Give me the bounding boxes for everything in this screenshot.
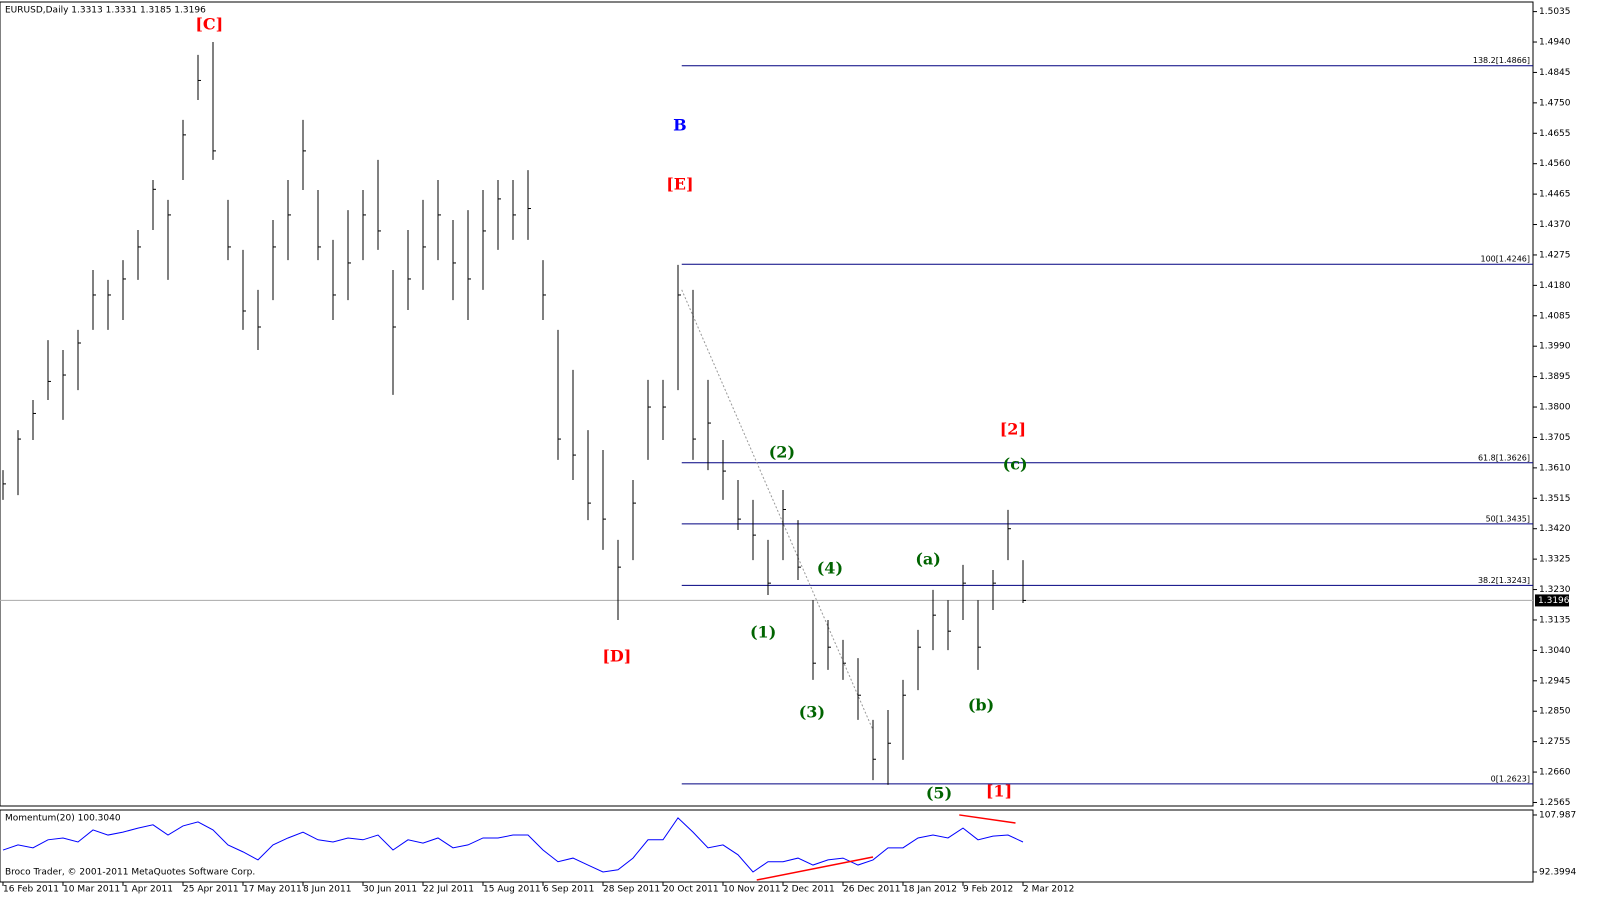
y-tick-label: 92.3994 xyxy=(1539,867,1576,877)
wave-label: [2] xyxy=(1000,420,1026,439)
divergence-line xyxy=(756,856,874,881)
wave-label: (4) xyxy=(817,559,843,578)
x-tick-label: 15 Aug 2011 xyxy=(483,885,541,895)
x-tick-label: 18 Jan 2012 xyxy=(903,885,957,895)
y-tick-label: 1.4750 xyxy=(1539,98,1571,108)
x-tick-label: 22 Jul 2011 xyxy=(423,885,474,895)
x-tick-label: 10 Nov 2011 xyxy=(723,885,781,895)
x-tick-label: 10 Mar 2011 xyxy=(63,885,120,895)
x-tick-label: 9 Feb 2012 xyxy=(963,885,1013,895)
y-tick-label: 1.2945 xyxy=(1539,676,1571,686)
fib-label: 138.2[1.4866] xyxy=(1473,56,1530,65)
wave-label: (b) xyxy=(968,696,994,715)
x-tick-label: 17 May 2011 xyxy=(243,885,302,895)
wave-label: [1] xyxy=(986,781,1012,800)
y-tick-label: 107.987 xyxy=(1539,810,1576,820)
y-tick-label: 1.2660 xyxy=(1539,768,1571,778)
x-tick-label: 26 Dec 2011 xyxy=(843,885,901,895)
fib-label: 100[1.4246] xyxy=(1480,255,1530,264)
momentum-line xyxy=(2,817,1024,873)
y-tick-label: 1.3705 xyxy=(1539,433,1571,443)
wave-label: (a) xyxy=(915,550,941,569)
last-price-label: 1.3196 xyxy=(1538,596,1570,606)
chart-title: EURUSD,Daily 1.3313 1.3331 1.3185 1.3196 xyxy=(5,6,206,16)
divergence-line xyxy=(959,814,1016,824)
y-tick-label: 1.5035 xyxy=(1539,7,1571,17)
y-tick-label: 1.4655 xyxy=(1539,129,1571,139)
price-frame xyxy=(0,1,1534,807)
y-tick-label: 1.3990 xyxy=(1539,342,1571,352)
fib-label: 61.8[1.3626] xyxy=(1478,453,1530,462)
trendline xyxy=(681,289,874,731)
y-tick-label: 1.3325 xyxy=(1539,555,1571,565)
x-tick-label: 2 Mar 2012 xyxy=(1023,885,1074,895)
y-tick-label: 1.2850 xyxy=(1539,707,1571,717)
wave-label: [C] xyxy=(195,15,223,34)
y-tick-label: 1.3515 xyxy=(1539,494,1571,504)
wave-label: (2) xyxy=(769,442,795,461)
y-tick-label: 1.4465 xyxy=(1539,190,1571,200)
x-tick-label: 20 Oct 2011 xyxy=(663,885,719,895)
y-tick-label: 1.3230 xyxy=(1539,585,1571,595)
y-tick-label: 1.4180 xyxy=(1539,281,1571,291)
y-tick-label: 1.4370 xyxy=(1539,220,1571,230)
indicator-title: Momentum(20) 100.3040 xyxy=(5,814,121,824)
y-tick-label: 1.2755 xyxy=(1539,737,1571,747)
wave-label: B xyxy=(673,115,687,134)
y-tick-label: 1.4940 xyxy=(1539,38,1571,48)
x-tick-label: 25 Apr 2011 xyxy=(183,885,239,895)
y-tick-label: 1.3895 xyxy=(1539,372,1571,382)
y-tick-label: 1.3135 xyxy=(1539,615,1571,625)
x-tick-label: 30 Jun 2011 xyxy=(363,885,417,895)
momentum-frame xyxy=(0,809,1534,883)
y-tick-label: 1.3800 xyxy=(1539,403,1571,413)
x-tick-label: 8 Jun 2011 xyxy=(303,885,351,895)
footer: Broco Trader, © 2001-2011 MetaQuotes Sof… xyxy=(5,868,255,878)
y-tick-label: 1.3610 xyxy=(1539,463,1571,473)
y-tick-label: 1.4560 xyxy=(1539,159,1571,169)
x-tick-label: 6 Sep 2011 xyxy=(543,885,594,895)
y-tick-label: 1.3040 xyxy=(1539,646,1571,656)
wave-label: (5) xyxy=(926,783,952,802)
fib-label: 38.2[1.3243] xyxy=(1478,576,1530,585)
wave-label: (c) xyxy=(1003,454,1028,473)
y-tick-label: 1.2565 xyxy=(1539,798,1571,808)
y-tick-label: 1.4085 xyxy=(1539,311,1571,321)
wave-label: (1) xyxy=(750,623,776,642)
wave-label: [E] xyxy=(666,175,693,194)
wave-label: [D] xyxy=(602,647,631,666)
wave-label: (3) xyxy=(799,702,825,721)
y-tick-label: 1.3420 xyxy=(1539,524,1571,534)
x-tick-label: 2 Dec 2011 xyxy=(783,885,835,895)
x-tick-label: 1 Apr 2011 xyxy=(123,885,173,895)
fib-label: 0[1.2623] xyxy=(1491,774,1530,783)
x-tick-label: 16 Feb 2011 xyxy=(3,885,59,895)
last-price-box xyxy=(1535,594,1569,607)
x-tick-label: 28 Sep 2011 xyxy=(603,885,660,895)
y-tick-label: 1.4275 xyxy=(1539,250,1571,260)
y-tick-label: 1.4845 xyxy=(1539,68,1571,78)
fib-label: 50[1.3435] xyxy=(1486,514,1530,523)
